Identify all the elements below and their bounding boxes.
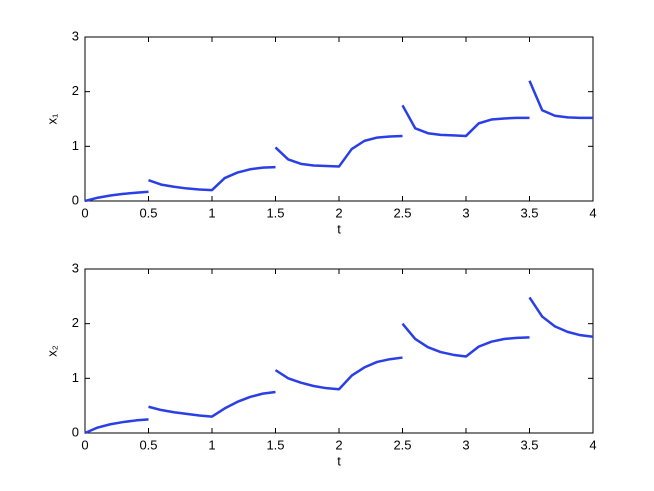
x-tick-label: 0.5 xyxy=(139,205,157,220)
x-tick-label: 2.5 xyxy=(393,437,411,452)
x-tick-label: 0 xyxy=(81,437,88,452)
x-tick-label: 2 xyxy=(335,437,342,452)
y-tick-label: 0 xyxy=(72,192,79,207)
y-tick-label: 1 xyxy=(72,138,79,153)
x-axis-label: t xyxy=(337,453,341,468)
x-tick-label: 1.5 xyxy=(266,205,284,220)
x-tick-label: 0.5 xyxy=(139,437,157,452)
y-axis-label: x₁ xyxy=(44,113,59,125)
y-axis-label: x₂ xyxy=(44,345,59,357)
data-line xyxy=(84,80,593,203)
y-tick-label: 1 xyxy=(72,370,79,385)
x-tick-label: 0 xyxy=(81,205,88,220)
x-tick-label: 2.5 xyxy=(393,205,411,220)
axes-box xyxy=(84,268,594,434)
x-tick-label: 3.5 xyxy=(520,205,538,220)
y-tick-label: 3 xyxy=(72,28,79,43)
x-tick-label: 1 xyxy=(208,205,215,220)
x-tick-label: 3 xyxy=(462,205,469,220)
x-tick-label: 2 xyxy=(335,205,342,220)
x-tick-label: 3 xyxy=(462,437,469,452)
x-tick-label: 4 xyxy=(589,205,596,220)
y-tick-label: 2 xyxy=(72,83,79,98)
x-tick-label: 3.5 xyxy=(520,437,538,452)
x-axis-label: t xyxy=(337,221,341,236)
y-tick-label: 2 xyxy=(72,315,79,330)
x-tick-label: 1 xyxy=(208,437,215,452)
y-tick-label: 3 xyxy=(72,260,79,275)
y-tick-label: 0 xyxy=(72,424,79,439)
x-tick-label: 4 xyxy=(589,437,596,452)
x-tick-label: 1.5 xyxy=(266,437,284,452)
data-line xyxy=(84,296,594,435)
